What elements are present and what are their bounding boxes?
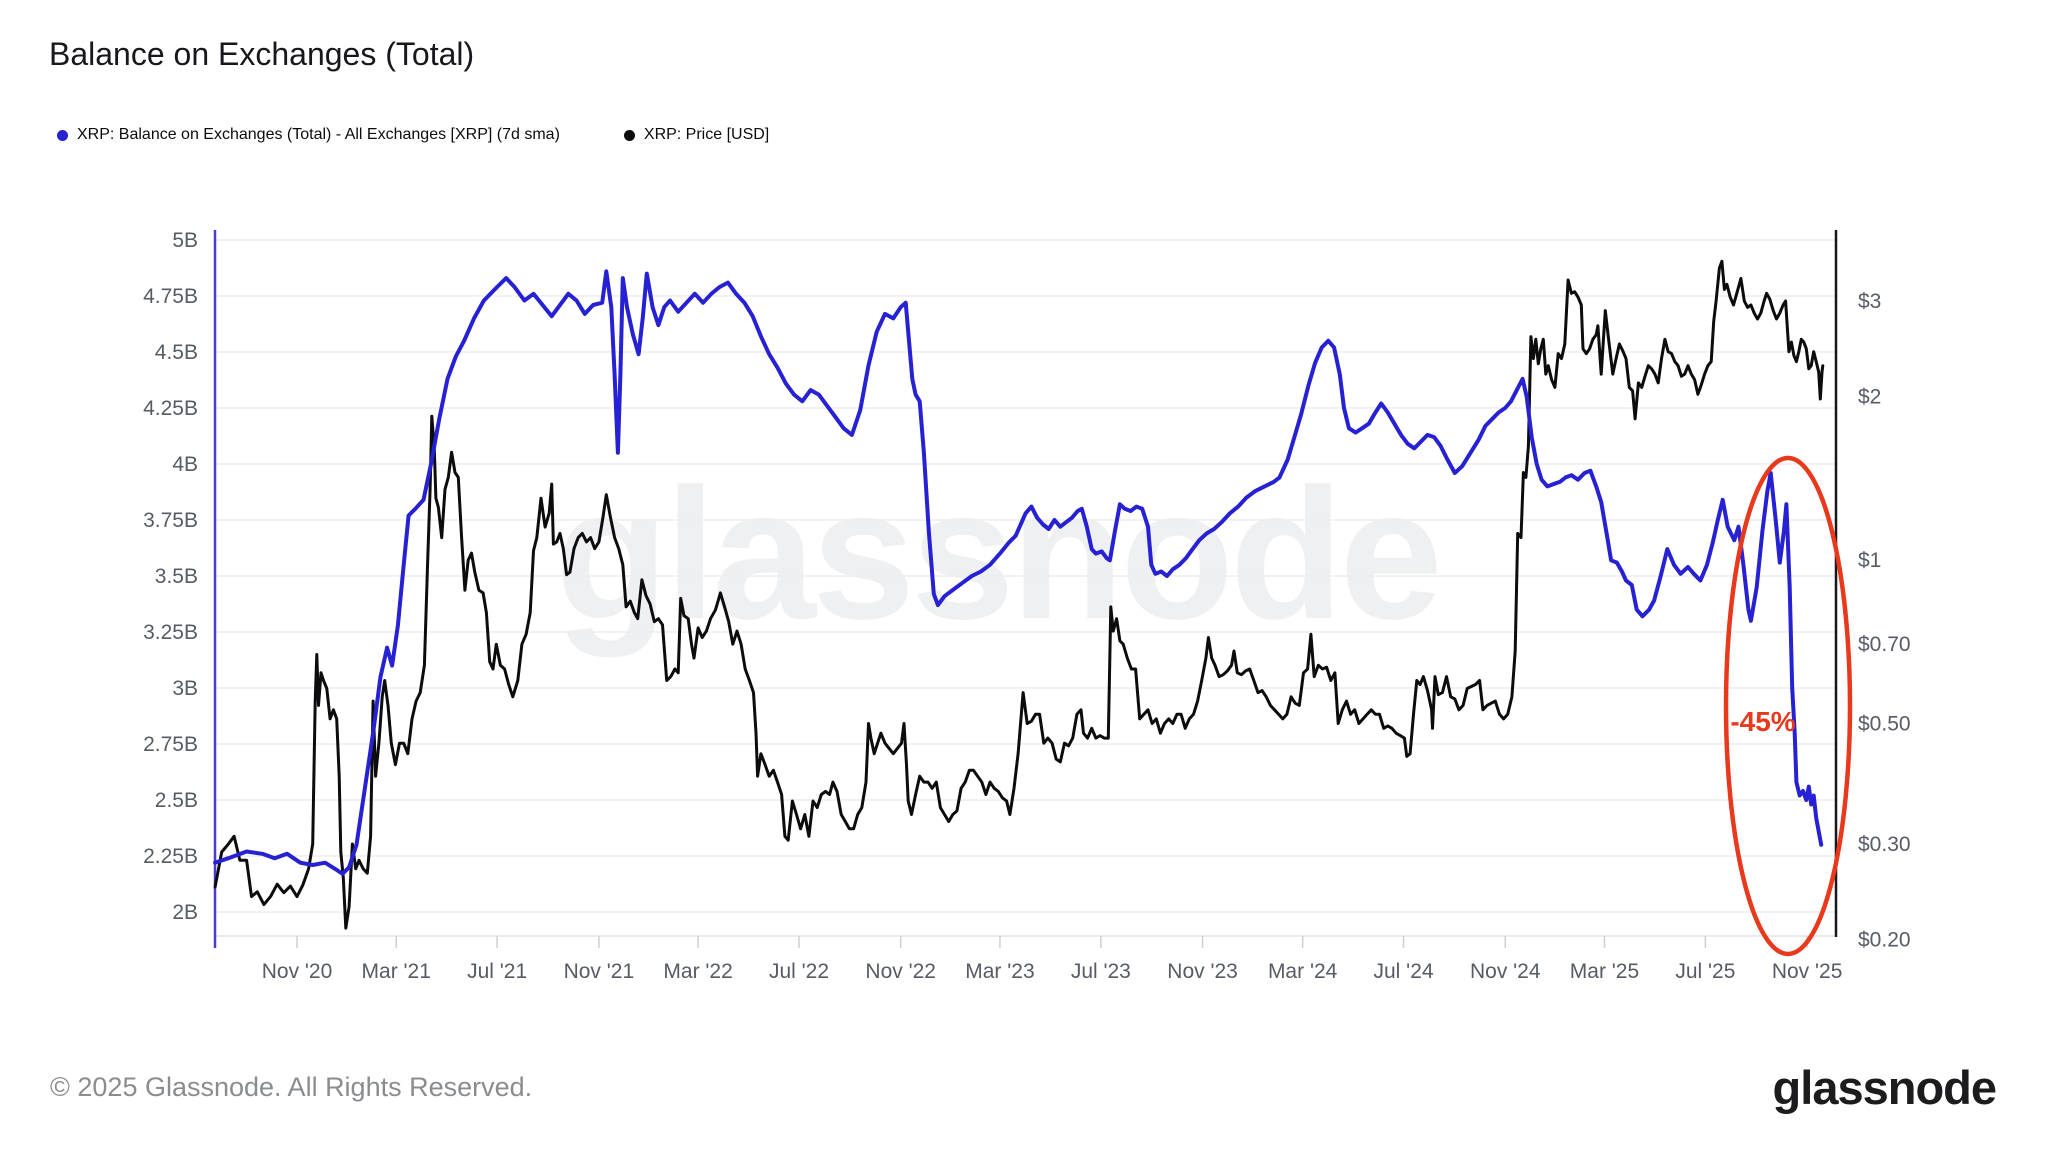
x-tick-label: Nov '25 — [1772, 960, 1843, 983]
x-tick-label: Jul '23 — [1071, 960, 1131, 983]
x-tick-label: Nov '21 — [564, 960, 635, 983]
y-right-tick-label: $0.20 — [1858, 929, 1911, 952]
x-tick-label: Jul '25 — [1675, 960, 1735, 983]
x-tick-label: Mar '23 — [965, 960, 1034, 983]
x-tick-label: Nov '22 — [865, 960, 936, 983]
y-right-tick-label: $0.30 — [1858, 833, 1911, 856]
chart-legend: XRP: Balance on Exchanges (Total) - All … — [57, 126, 769, 144]
y-right-tick-label: $3 — [1858, 290, 1881, 313]
legend-item-label: XRP: Price [USD] — [643, 126, 770, 143]
x-tick-label: Mar '22 — [663, 960, 732, 983]
copyright-text: © 2025 Glassnode. All Rights Reserved. — [50, 1072, 533, 1102]
legend-item-balance[interactable]: XRP: Balance on Exchanges (Total) - All … — [57, 126, 560, 144]
drawdown-annotation-ellipse — [1723, 455, 1853, 957]
x-tick-label: Jul '21 — [467, 960, 527, 983]
y-left-tick-label: 4.5B — [155, 341, 198, 364]
x-tick-label: Nov '20 — [262, 960, 333, 983]
series-price — [213, 259, 1825, 930]
y-left-tick-label: 2.25B — [143, 845, 198, 868]
x-tick-label: Mar '21 — [362, 960, 431, 983]
y-left-tick-label: 2.75B — [143, 733, 198, 756]
y-right-tick-label: $0.50 — [1858, 713, 1911, 736]
x-tick-label: Jul '24 — [1374, 960, 1434, 983]
glassnode-logo: glassnode — [1772, 1061, 1997, 1114]
y-left-tick-label: 3B — [172, 677, 198, 700]
y-left-tick-label: 2B — [172, 901, 198, 924]
y-right-tick-label: $0.70 — [1858, 633, 1911, 656]
price-series-dot-icon — [623, 129, 635, 141]
y-left-tick-label: 4.75B — [143, 285, 198, 308]
x-tick-label: Jul '22 — [769, 960, 829, 983]
y-right-tick-label: $1 — [1858, 549, 1881, 572]
y-left-tick-label: 4.25B — [143, 397, 198, 420]
x-tick-label: Nov '24 — [1470, 960, 1541, 983]
y-left-tick-label: 3.75B — [143, 509, 198, 532]
x-tick-label: Nov '23 — [1167, 960, 1238, 983]
y-left-tick-label: 3.25B — [143, 621, 198, 644]
y-left-tick-label: 5B — [172, 229, 198, 252]
y-right-tick-label: $2 — [1858, 386, 1881, 409]
legend-item-label: XRP: Balance on Exchanges (Total) - All … — [77, 126, 560, 143]
page-title: Balance on Exchanges (Total) — [49, 36, 475, 72]
balance-series-dot-icon — [57, 129, 68, 141]
y-left-tick-label: 2.5B — [155, 789, 198, 812]
drawdown-annotation-label: -45% — [1730, 706, 1795, 737]
y-left-tick-label: 3.5B — [155, 565, 198, 588]
series-balance — [213, 269, 1824, 876]
legend-item-price[interactable]: XRP: Price [USD] — [623, 126, 770, 144]
x-tick-label: Mar '24 — [1268, 960, 1338, 983]
y-left-tick-label: 4B — [172, 453, 198, 476]
x-tick-label: Mar '25 — [1570, 960, 1639, 983]
